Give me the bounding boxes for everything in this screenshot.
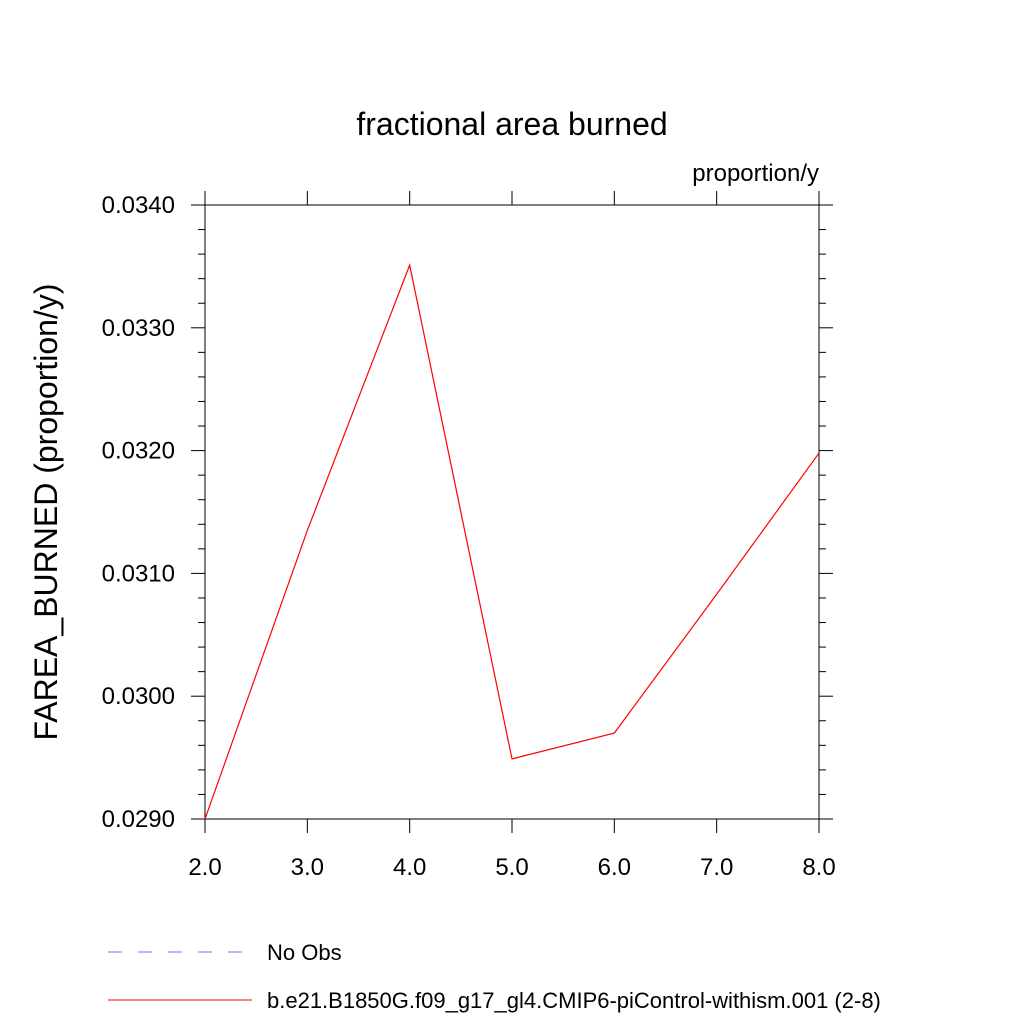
x-tick-label: 2.0 (188, 854, 221, 881)
y-tick-labels: 0.0290 0.0300 0.0310 0.0320 0.0330 0.0340 (102, 192, 175, 833)
x-tick-label: 8.0 (802, 854, 835, 881)
y-axis-label: FAREA_BURNED (proportion/y) (28, 283, 64, 740)
y-tick-label: 0.0290 (102, 806, 175, 833)
x-tick-labels: 2.0 3.0 4.0 5.0 6.0 7.0 8.0 (188, 854, 835, 881)
y-tick-label: 0.0310 (102, 560, 175, 587)
x-tick-label: 4.0 (393, 854, 426, 881)
legend-label: b.e21.B1850G.f09_g17_gl4.CMIP6-piControl… (267, 988, 881, 1013)
legend: No Obs b.e21.B1850G.f09_g17_gl4.CMIP6-piC… (108, 940, 881, 1013)
series-layer (204, 263, 820, 820)
y-tick-label: 0.0340 (102, 192, 175, 219)
x-tick-label: 6.0 (598, 854, 631, 881)
plot-frame (204, 204, 820, 820)
x-tick-label: 5.0 (495, 854, 528, 881)
x-tick-label: 7.0 (700, 854, 733, 881)
y-tick-label: 0.0300 (102, 683, 175, 710)
y-tick-label: 0.0320 (102, 438, 175, 465)
y-tick-label: 0.0330 (102, 315, 175, 342)
series-line (204, 263, 820, 820)
units-label: proportion/y (692, 160, 819, 187)
x-tick-label: 3.0 (291, 854, 324, 881)
legend-label: No Obs (267, 940, 342, 965)
chart-title: fractional area burned (356, 106, 667, 142)
axis-ticks (191, 191, 833, 833)
